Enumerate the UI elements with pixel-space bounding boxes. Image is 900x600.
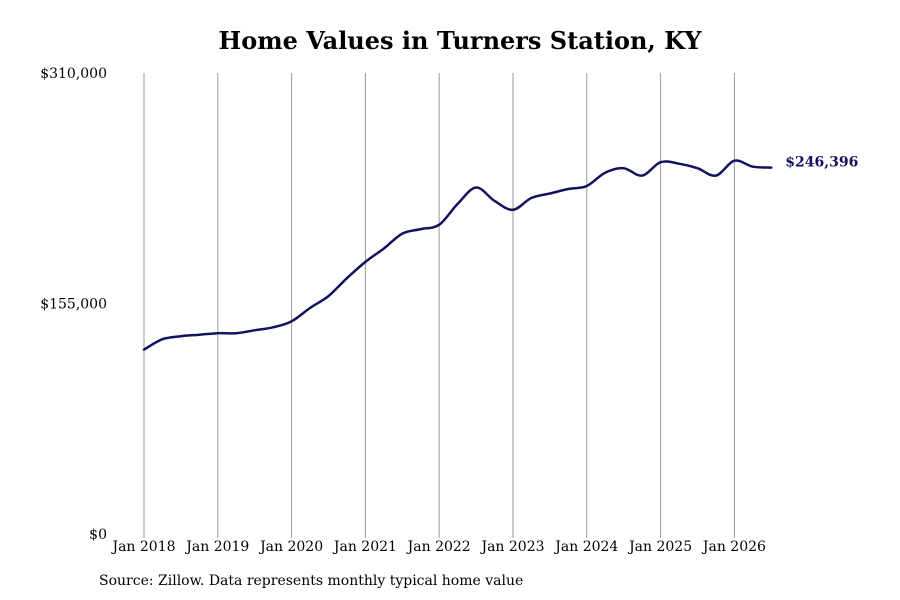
- chart-title: Home Values in Turners Station, KY: [218, 26, 702, 55]
- x-tick-label-2023: Jan 2023: [479, 539, 544, 555]
- chart-plot: $0$155,000$310,000 Jan 2018 Jan 2019 Jan 2…: [40, 66, 858, 555]
- grid-lines: [143, 73, 735, 538]
- x-tick-label-2025: Jan 2025: [627, 539, 692, 555]
- x-tick-label-2019: Jan 2019: [184, 539, 249, 555]
- y-axis-ticks: $0 $155,000 $310,000: [40, 66, 107, 543]
- series-line: [142, 159, 773, 351]
- series-line-group: [142, 159, 773, 351]
- x-tick-label-2022: Jan 2022: [406, 539, 471, 555]
- x-tick-label-2018: Jan 2018: [110, 539, 175, 555]
- y-tick-label-2: $310,000: [40, 66, 107, 82]
- x-tick-label-2026: Jan 2026: [701, 539, 766, 555]
- x-tick-label-2024: Jan 2024: [553, 539, 618, 555]
- x-tick-label-2021: Jan 2021: [332, 539, 397, 555]
- end-value-label-group: $246,396: [785, 155, 858, 171]
- y-tick-label-1: $155,000: [40, 297, 107, 313]
- end-value-label: $246,396: [785, 155, 858, 171]
- x-tick-label-2020: Jan 2020: [258, 539, 323, 555]
- x-axis-ticks: Jan 2018 Jan 2019 Jan 2020 Jan 2021 Jan 2022…: [110, 539, 766, 555]
- source-note: Source: Zillow. Data represents monthly …: [99, 573, 524, 589]
- y-tick-label-0: $0: [89, 527, 107, 543]
